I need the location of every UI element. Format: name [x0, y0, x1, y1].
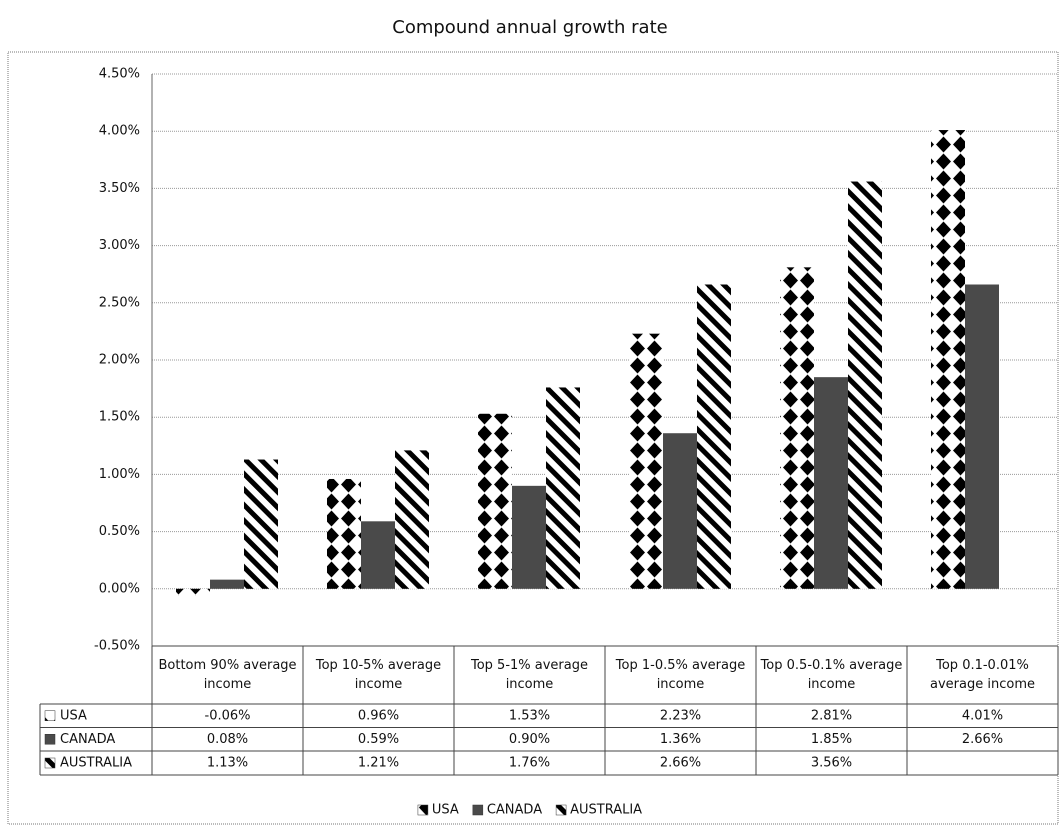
category-cell: Bottom 90% average income — [158, 658, 297, 692]
y-tick-label: 4.50% — [99, 67, 140, 82]
bar — [327, 478, 361, 589]
data-label: 0.08% — [207, 732, 248, 747]
bar — [244, 459, 278, 589]
chart-title: Compound annual growth rate — [392, 17, 667, 38]
bar — [931, 130, 965, 589]
data-label: -0.06% — [205, 708, 251, 723]
data-label: 1.21% — [358, 756, 399, 771]
y-tick-label: 0.50% — [99, 524, 140, 539]
bar — [176, 588, 210, 596]
legend-label: AUSTRALIA — [570, 803, 642, 818]
y-tick-label: 0.00% — [99, 581, 140, 596]
x-tick-label: Top 0.1-0.01% average income — [930, 658, 1035, 692]
y-tick-label: 3.00% — [99, 238, 140, 253]
bar — [814, 377, 848, 589]
legend-label: USA — [432, 803, 459, 818]
y-tick-label: 2.00% — [99, 353, 140, 368]
y-tick-label: 3.50% — [99, 181, 140, 196]
data-label: 2.81% — [811, 708, 852, 723]
legend-key — [44, 734, 56, 745]
data-label: 2.66% — [962, 732, 1003, 747]
x-tick-label: Top 10-5% average income — [315, 658, 442, 692]
row-label: CANADA — [60, 732, 115, 747]
category-cell: Top 0.1-0.01% average income — [930, 658, 1035, 692]
legend-key — [472, 804, 484, 816]
data-label: 0.59% — [358, 732, 399, 747]
bar — [546, 387, 580, 589]
data-label: 1.85% — [811, 732, 852, 747]
bar — [361, 521, 395, 589]
bar — [629, 333, 663, 589]
x-tick-label: Top 0.5-0.1% average income — [760, 658, 903, 692]
legend-key — [44, 757, 56, 769]
category-cell: Top 5-1% average income — [470, 658, 588, 692]
data-label: 3.56% — [811, 756, 852, 771]
y-tick-label: 4.00% — [99, 124, 140, 139]
data-label: 0.96% — [358, 708, 399, 723]
data-label: 1.76% — [509, 756, 550, 771]
bar — [965, 284, 999, 589]
x-tick-label: Top 5-1% average income — [470, 658, 588, 692]
y-tick-label: -0.50% — [94, 639, 140, 654]
bar — [697, 284, 731, 589]
bar — [848, 181, 882, 589]
data-label: 1.53% — [509, 708, 550, 723]
bar — [780, 267, 814, 589]
bar — [210, 579, 244, 589]
bar — [512, 485, 546, 589]
legend-key — [417, 804, 429, 816]
chart-frame — [7, 51, 1059, 825]
data-label: 0.90% — [509, 732, 550, 747]
x-tick-label: Top 1-0.5% average income — [615, 658, 746, 692]
row-label: USA — [60, 708, 87, 723]
bar — [663, 433, 697, 589]
legend: USA CANADA AUSTRALIA — [417, 803, 642, 818]
y-tick-label: 1.50% — [99, 410, 140, 425]
legend-key — [555, 804, 567, 816]
legend-label: CANADA — [487, 803, 542, 818]
data-label: 2.23% — [660, 708, 701, 723]
bar — [478, 413, 512, 589]
data-label: 4.01% — [962, 708, 1003, 723]
category-cell: Top 10-5% average income — [315, 658, 442, 692]
category-cell: Top 0.5-0.1% average income — [760, 658, 903, 692]
data-label: 1.36% — [660, 732, 701, 747]
data-label: 2.66% — [660, 756, 701, 771]
y-tick-label: 1.00% — [99, 467, 140, 482]
x-tick-label: Bottom 90% average income — [158, 658, 297, 692]
row-label: AUSTRALIA — [60, 756, 132, 771]
category-cell: Top 1-0.5% average income — [615, 658, 746, 692]
legend-key — [44, 710, 56, 721]
bar — [395, 450, 429, 589]
data-label: 1.13% — [207, 756, 248, 771]
y-tick-label: 2.50% — [99, 295, 140, 310]
